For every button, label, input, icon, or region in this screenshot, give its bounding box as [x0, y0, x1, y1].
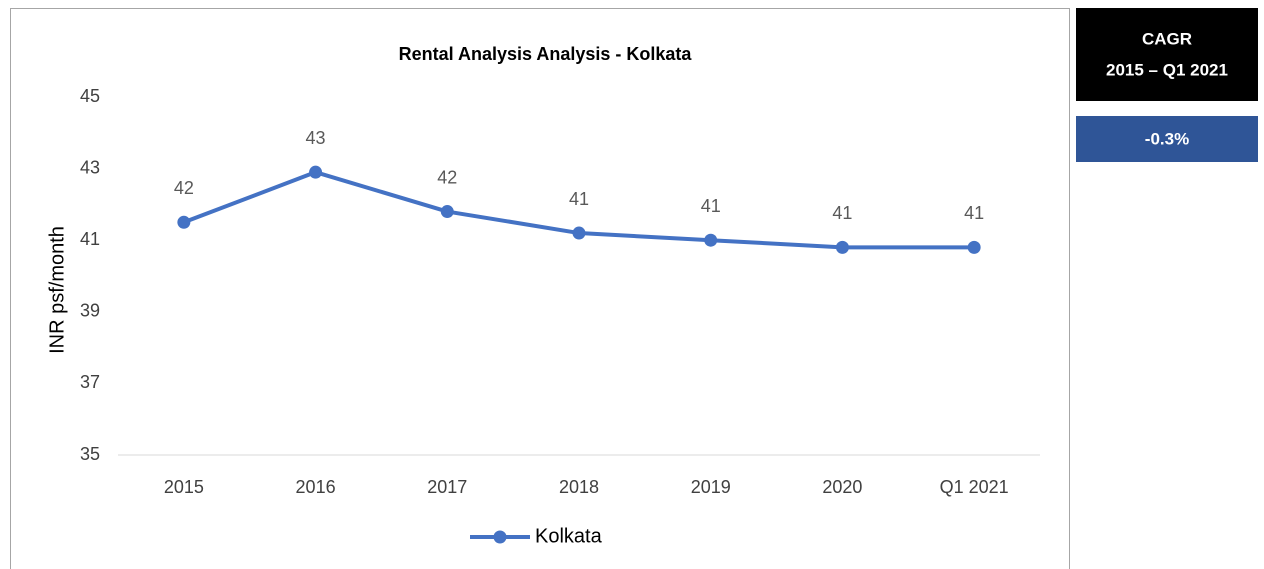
marker: [309, 165, 323, 179]
x-tick-label: 2017: [427, 477, 467, 497]
x-tick-label: 2018: [559, 477, 599, 497]
y-tick-label: 37: [80, 372, 100, 392]
marker: [704, 233, 718, 247]
chart-frame: [10, 8, 1070, 569]
cagr-title: CAGR: [1142, 29, 1192, 48]
chart-title: Rental Analysis Analysis - Kolkata: [399, 44, 693, 64]
x-tick-label: 2020: [822, 477, 862, 497]
y-tick-label: 39: [80, 301, 100, 321]
x-tick-label: 2015: [164, 477, 204, 497]
value-label: 41: [569, 189, 589, 209]
marker: [835, 240, 849, 254]
value-label: 41: [964, 203, 984, 223]
y-tick-label: 41: [80, 229, 100, 249]
value-label: 42: [437, 167, 457, 187]
y-tick-label: 45: [80, 86, 100, 106]
marker: [967, 240, 981, 254]
cagr-period: 2015 – Q1 2021: [1106, 60, 1228, 79]
y-axis-label: INR psf/month: [46, 226, 68, 354]
y-tick-label: 35: [80, 444, 100, 464]
cagr-value: -0.3%: [1145, 129, 1189, 148]
value-label: 42: [174, 178, 194, 198]
cagr-value-box: [1076, 116, 1258, 162]
value-label: 41: [832, 203, 852, 223]
x-tick-label: 2016: [296, 477, 336, 497]
x-tick-label: 2019: [691, 477, 731, 497]
legend-label: Kolkata: [535, 525, 603, 547]
value-label: 43: [306, 128, 326, 148]
legend-marker: [493, 530, 507, 544]
cagr-header-box: [1076, 8, 1258, 101]
marker: [440, 205, 454, 219]
y-tick-label: 43: [80, 157, 100, 177]
marker: [572, 226, 586, 240]
x-tick-label: Q1 2021: [940, 477, 1009, 497]
marker: [177, 215, 191, 229]
value-label: 41: [701, 196, 721, 216]
